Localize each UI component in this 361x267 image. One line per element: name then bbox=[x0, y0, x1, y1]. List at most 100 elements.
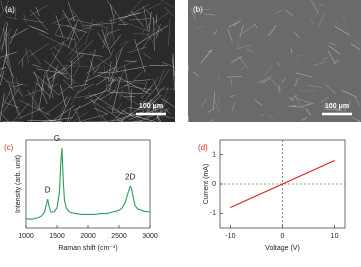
fiber bbox=[155, 24, 161, 36]
fiber bbox=[132, 120, 142, 123]
fiber bbox=[119, 82, 132, 89]
fiber bbox=[325, 84, 337, 94]
fiber bbox=[158, 69, 165, 83]
fiber bbox=[275, 9, 283, 14]
fiber bbox=[310, 0, 319, 14]
fiber bbox=[66, 20, 79, 42]
fiber bbox=[291, 94, 298, 100]
fiber bbox=[320, 96, 329, 103]
fiber bbox=[66, 25, 88, 33]
fiber bbox=[146, 102, 151, 114]
fiber bbox=[68, 42, 84, 61]
fiber bbox=[323, 104, 332, 107]
fiber bbox=[0, 75, 24, 96]
fiber bbox=[67, 108, 72, 123]
fiber bbox=[195, 25, 205, 29]
fiber bbox=[152, 12, 169, 25]
fiber bbox=[10, 27, 28, 39]
fiber bbox=[38, 74, 45, 111]
fiber bbox=[165, 116, 176, 119]
fiber bbox=[327, 50, 336, 64]
fiber bbox=[334, 25, 350, 36]
fiber bbox=[161, 0, 176, 9]
fiber bbox=[84, 27, 94, 30]
fiber bbox=[15, 77, 23, 99]
fiber bbox=[5, 9, 14, 13]
fiber bbox=[0, 67, 6, 70]
fiber bbox=[17, 51, 28, 65]
fiber bbox=[228, 20, 242, 28]
fiber bbox=[108, 79, 146, 84]
fiber bbox=[294, 94, 301, 106]
fiber bbox=[160, 68, 170, 83]
fiber bbox=[57, 24, 70, 27]
fiber bbox=[260, 113, 265, 117]
fiber bbox=[49, 119, 63, 123]
fiber bbox=[75, 110, 81, 123]
fiber bbox=[32, 71, 60, 96]
fiber bbox=[5, 80, 28, 86]
fiber bbox=[294, 77, 299, 87]
fiber bbox=[103, 65, 108, 91]
fiber bbox=[117, 102, 123, 111]
fiber bbox=[46, 66, 66, 81]
fiber bbox=[129, 18, 150, 21]
fiber bbox=[231, 101, 236, 112]
fiber bbox=[313, 61, 327, 67]
fiber bbox=[35, 6, 40, 17]
fiber bbox=[126, 80, 136, 83]
data-line bbox=[230, 160, 335, 208]
fiber bbox=[209, 119, 215, 123]
fiber bbox=[133, 71, 143, 81]
fiber bbox=[61, 41, 85, 59]
y-tick-label: 1 bbox=[212, 152, 216, 159]
fiber bbox=[103, 27, 108, 43]
fiber bbox=[32, 64, 41, 68]
fiber bbox=[146, 10, 163, 33]
fiber bbox=[132, 27, 157, 50]
fiber bbox=[141, 80, 148, 98]
fiber bbox=[118, 12, 141, 19]
fiber bbox=[108, 9, 117, 45]
fiber bbox=[140, 2, 162, 13]
fiber bbox=[97, 32, 108, 49]
fiber bbox=[288, 105, 303, 108]
fiber bbox=[77, 113, 108, 123]
fiber bbox=[41, 117, 74, 123]
fiber bbox=[229, 95, 236, 97]
fiber bbox=[38, 32, 67, 47]
panel-label: (d) bbox=[198, 143, 208, 152]
fiber bbox=[242, 24, 256, 34]
fiber bbox=[141, 23, 151, 34]
fiber bbox=[288, 97, 294, 102]
fiber bbox=[45, 96, 69, 115]
fiber bbox=[254, 99, 263, 107]
fiber bbox=[63, 79, 75, 91]
fiber bbox=[327, 108, 343, 111]
fiber bbox=[28, 49, 42, 65]
fiber bbox=[47, 82, 50, 91]
fiber bbox=[295, 98, 312, 104]
fiber bbox=[133, 33, 149, 35]
fiber bbox=[357, 119, 361, 123]
fiber bbox=[61, 53, 85, 75]
fiber bbox=[108, 75, 114, 93]
fiber bbox=[101, 29, 111, 55]
fiber bbox=[236, 44, 252, 50]
fiber bbox=[0, 21, 7, 43]
fiber bbox=[246, 48, 253, 53]
fiber bbox=[133, 79, 152, 82]
fiber bbox=[93, 65, 101, 75]
x-tick-label: 2000 bbox=[80, 233, 96, 240]
x-axis-label: Voltage (V) bbox=[265, 245, 300, 252]
fiber bbox=[12, 102, 29, 123]
fiber bbox=[306, 84, 322, 88]
fiber bbox=[3, 88, 20, 113]
fiber bbox=[122, 21, 148, 32]
fiber bbox=[111, 59, 138, 72]
fiber bbox=[257, 75, 273, 84]
fiber bbox=[200, 98, 208, 108]
fiber bbox=[73, 74, 91, 99]
fiber bbox=[136, 25, 168, 45]
